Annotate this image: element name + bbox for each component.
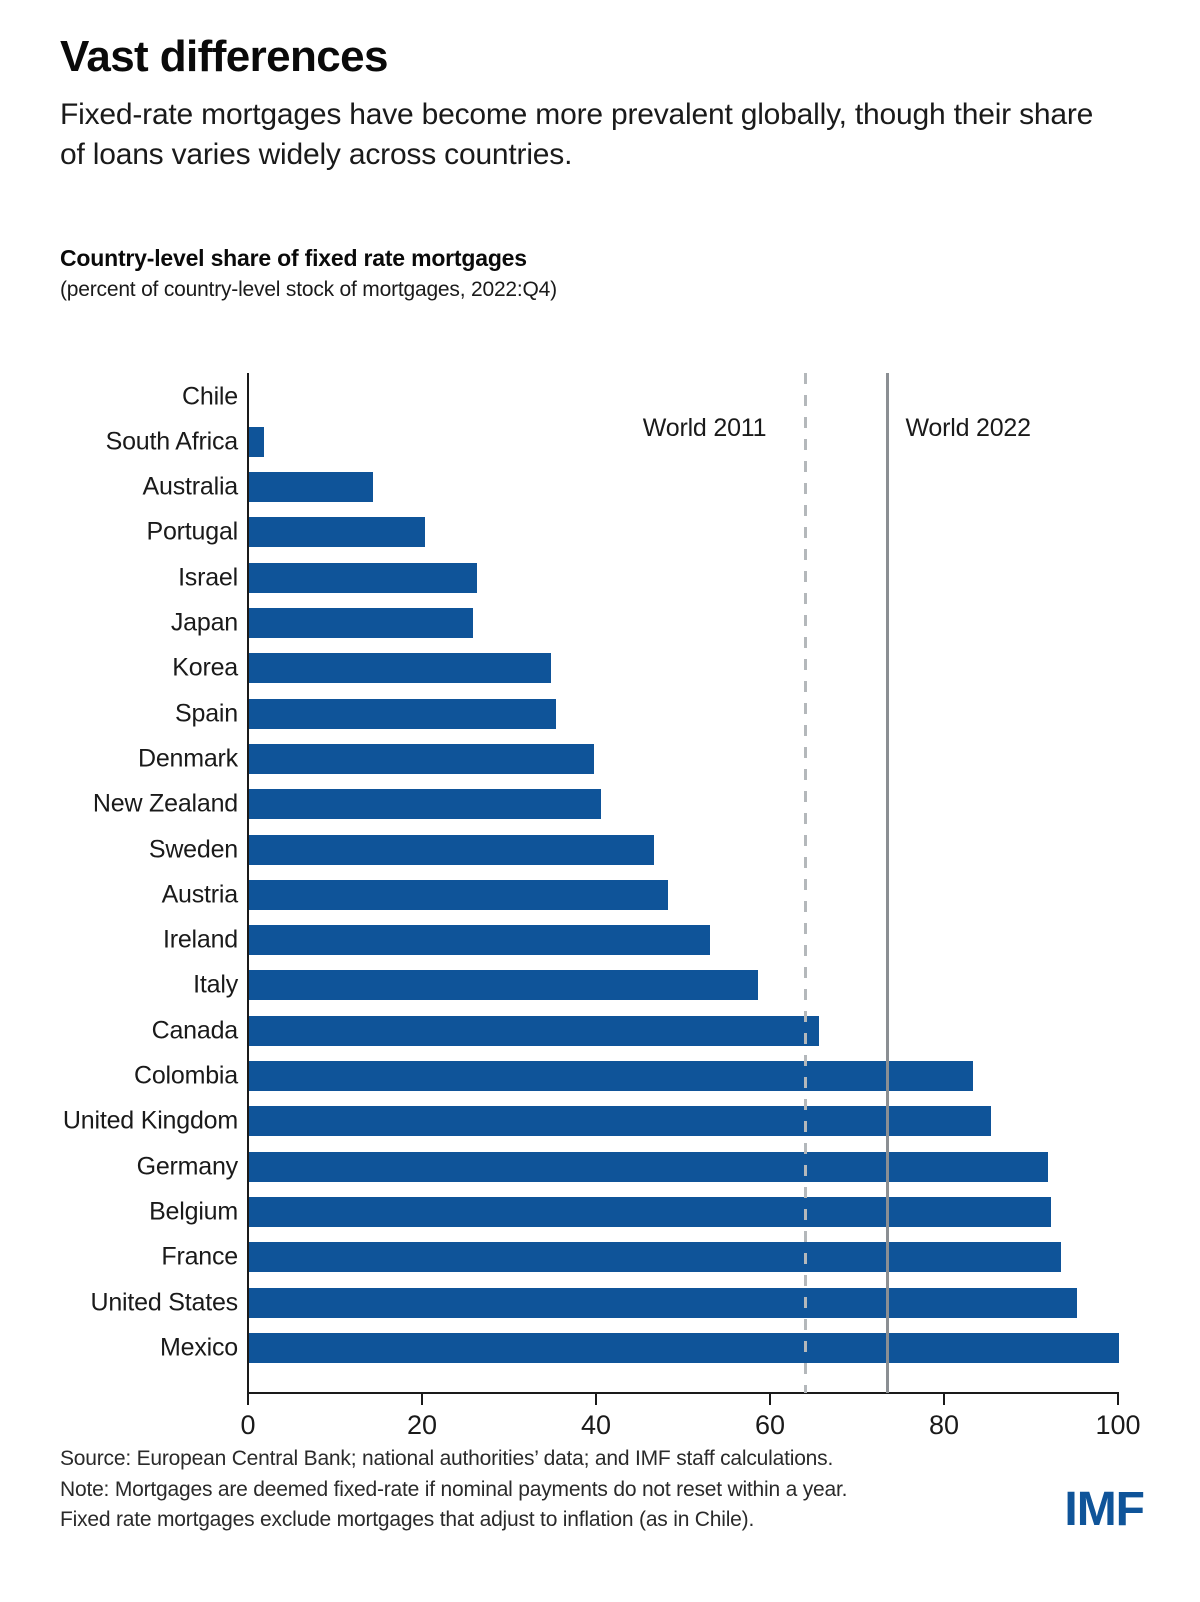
category-label: Belgium bbox=[149, 1197, 238, 1226]
bar-spain bbox=[249, 698, 557, 729]
table-row: Israel bbox=[0, 555, 1200, 600]
bar-south-africa bbox=[249, 426, 264, 457]
reference-line-world-2022 bbox=[886, 373, 890, 1393]
x-axis-tick bbox=[421, 1394, 423, 1405]
table-row: Austria bbox=[0, 872, 1200, 917]
x-axis-tick bbox=[595, 1394, 597, 1405]
bar-ireland bbox=[249, 925, 711, 956]
table-row: Chile bbox=[0, 374, 1200, 419]
source-note: Source: European Central Bank; national … bbox=[60, 1447, 834, 1470]
category-label: Australia bbox=[142, 472, 239, 501]
table-row: Portugal bbox=[0, 510, 1200, 555]
table-row: Spain bbox=[0, 691, 1200, 736]
table-row: Canada bbox=[0, 1008, 1200, 1053]
imf-logo: IMF bbox=[1064, 1483, 1145, 1536]
bar-sweden bbox=[249, 834, 654, 865]
category-label: France bbox=[161, 1242, 238, 1271]
table-row: Australia bbox=[0, 465, 1200, 510]
bar-germany bbox=[249, 1151, 1048, 1182]
table-row: Sweden bbox=[0, 827, 1200, 872]
bar-austria bbox=[249, 879, 669, 910]
table-row: Japan bbox=[0, 601, 1200, 646]
bar-italy bbox=[249, 970, 758, 1001]
bar-japan bbox=[249, 608, 474, 638]
x-axis-tick-label: 60 bbox=[754, 1410, 786, 1440]
category-label: Mexico bbox=[160, 1333, 238, 1362]
category-label: New Zealand bbox=[92, 789, 238, 818]
category-label: Spain bbox=[175, 699, 238, 728]
bar-united-states bbox=[249, 1287, 1078, 1318]
bar-israel bbox=[249, 562, 477, 593]
note-line-1: Note: Mortgages are deemed fixed-rate if… bbox=[60, 1477, 848, 1501]
table-row: New Zealand bbox=[0, 782, 1200, 827]
x-axis-tick bbox=[769, 1394, 771, 1405]
x-axis-tick bbox=[943, 1394, 945, 1405]
table-row: Germany bbox=[0, 1144, 1200, 1189]
page-subtitle: Fixed-rate mortgages have become more pr… bbox=[60, 97, 1094, 171]
x-axis-tick bbox=[247, 1394, 249, 1405]
table-row: France bbox=[0, 1235, 1200, 1280]
chart-subtitle: (percent of country-level stock of mortg… bbox=[60, 278, 557, 301]
bar-canada bbox=[249, 1015, 819, 1046]
bar-mexico bbox=[249, 1332, 1119, 1363]
x-axis-line bbox=[247, 1392, 1119, 1394]
table-row: Belgium bbox=[0, 1189, 1200, 1234]
category-label: Japan bbox=[170, 608, 238, 637]
bar-united-kingdom bbox=[249, 1106, 992, 1137]
x-axis-tick-label: 0 bbox=[240, 1410, 256, 1440]
table-row: Italy bbox=[0, 963, 1200, 1008]
footnotes: Source: European Central Bank; national … bbox=[60, 1444, 1020, 1536]
category-label: Austria bbox=[161, 880, 239, 909]
x-axis-tick-label: 40 bbox=[580, 1410, 612, 1440]
x-axis-tick bbox=[1117, 1394, 1119, 1405]
table-row: United Kingdom bbox=[0, 1099, 1200, 1144]
bar-korea bbox=[249, 653, 551, 684]
bar-portugal bbox=[249, 517, 425, 548]
category-label: Chile bbox=[182, 382, 238, 410]
x-axis-tick-label: 80 bbox=[928, 1410, 960, 1440]
category-label: Sweden bbox=[148, 835, 238, 863]
y-axis-line bbox=[247, 373, 249, 1393]
category-label: Canada bbox=[151, 1016, 239, 1045]
category-label: Colombia bbox=[133, 1061, 238, 1090]
reference-line-world-2011 bbox=[803, 373, 807, 1393]
bar-denmark bbox=[249, 743, 595, 774]
category-label: South Africa bbox=[105, 427, 239, 456]
category-label: United Kingdom bbox=[62, 1106, 238, 1135]
bar-belgium bbox=[249, 1196, 1052, 1227]
category-label: Korea bbox=[172, 653, 238, 682]
table-row: Mexico bbox=[0, 1325, 1200, 1370]
bar-chart: Chile South Africa Australia Portugal Israel… bbox=[0, 368, 1200, 1440]
headline-block: Vast differences Fixed-rate mortgages ha… bbox=[60, 32, 1120, 174]
table-row: South Africa bbox=[0, 419, 1200, 464]
table-row: Ireland bbox=[0, 918, 1200, 963]
chart-title: Country-level share of fixed rate mortga… bbox=[60, 245, 527, 271]
x-axis-tick-label: 100 bbox=[1095, 1410, 1141, 1440]
x-axis-tick-label: 20 bbox=[406, 1410, 438, 1440]
category-label: Israel bbox=[178, 563, 238, 592]
reference-line-label: World 2011 bbox=[642, 414, 767, 442]
table-row: Colombia bbox=[0, 1054, 1200, 1099]
page-title: Vast differences bbox=[60, 32, 389, 81]
bar-colombia bbox=[249, 1061, 973, 1091]
chart-header: Country-level share of fixed rate mortga… bbox=[60, 245, 1120, 302]
category-label: Ireland bbox=[162, 925, 238, 954]
category-label: Portugal bbox=[146, 517, 238, 546]
bar-france bbox=[249, 1242, 1061, 1273]
category-label: Germany bbox=[136, 1152, 239, 1181]
table-row: Korea bbox=[0, 646, 1200, 691]
bar-australia bbox=[249, 472, 373, 503]
category-label: Denmark bbox=[137, 744, 238, 773]
plot-area: Chile South Africa Australia Portugal Israel… bbox=[0, 368, 1200, 1440]
table-row: United States bbox=[0, 1280, 1200, 1325]
bar-new-zealand bbox=[249, 789, 602, 820]
reference-line-label: World 2022 bbox=[905, 414, 1031, 442]
category-label: Italy bbox=[193, 970, 238, 999]
table-row: Denmark bbox=[0, 736, 1200, 781]
category-label: United States bbox=[90, 1288, 239, 1316]
note-line-2: Fixed rate mortgages exclude mortgages t… bbox=[60, 1508, 755, 1532]
